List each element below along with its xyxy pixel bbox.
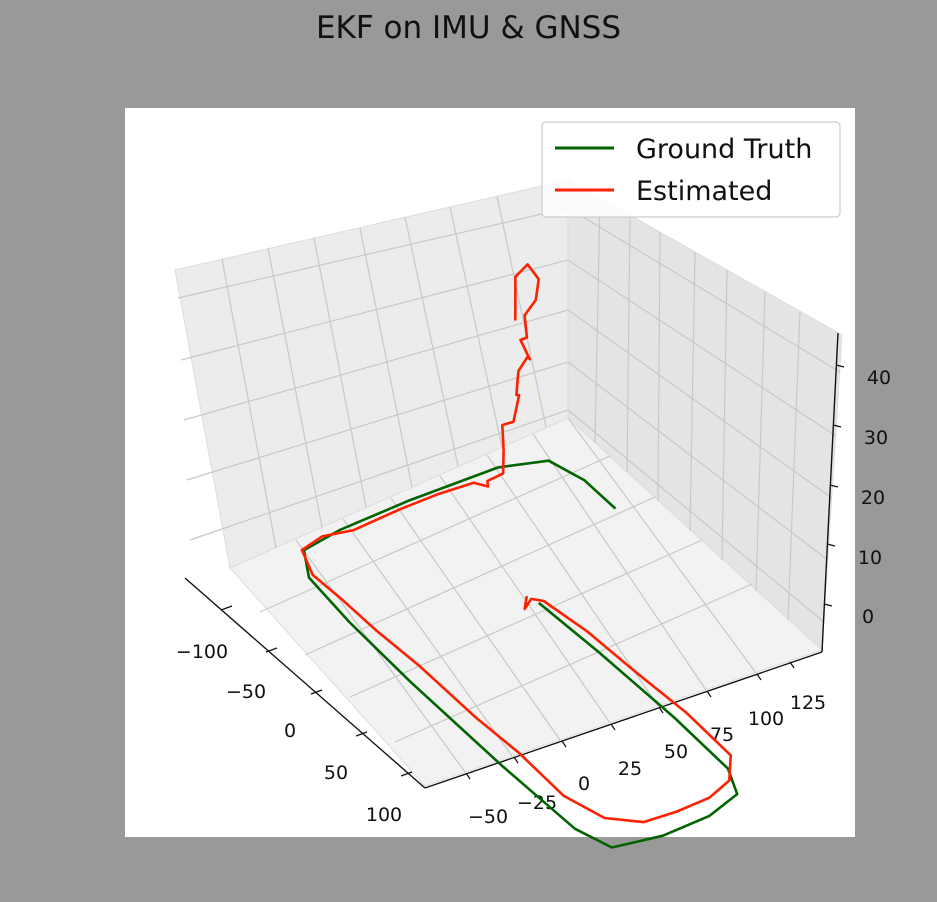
grid-right-x <box>787 311 801 621</box>
z-tick-label: 40 <box>867 367 891 389</box>
grid-left-y <box>404 216 459 467</box>
grid-right-x <box>689 251 696 532</box>
z-tick-label: 20 <box>861 487 885 509</box>
grid-left-y <box>267 247 323 528</box>
x-tick-label: −25 <box>517 792 557 814</box>
grid-right-z <box>567 259 837 437</box>
grid-floor-x <box>295 539 466 773</box>
x-tick-label: −50 <box>468 806 508 828</box>
y-tick-mark <box>400 771 413 777</box>
grid-left-y <box>449 206 503 448</box>
x-tick-label: 0 <box>578 773 590 795</box>
z-tick-mark <box>829 484 839 488</box>
series-layer <box>300 263 739 849</box>
x-tick-mark <box>610 723 616 731</box>
tick-labels: −100 −50 0 50 100 −50 −25 0 25 50 75 100… <box>176 367 891 828</box>
z-tick-label: 10 <box>858 547 882 569</box>
grid-right-x <box>657 231 661 502</box>
legend-label-ground-truth: Ground Truth <box>636 134 812 165</box>
legend-frame <box>541 121 841 218</box>
legend: Ground Truth Estimated <box>541 121 841 218</box>
gridlines <box>177 195 841 773</box>
x-tick-mark <box>706 690 712 698</box>
x-tick-label: 100 <box>748 708 784 730</box>
x-tick-label: 50 <box>664 741 688 763</box>
legend-label-estimated: Estimated <box>636 176 772 207</box>
grid-left-y <box>313 237 367 508</box>
grid-left-z <box>189 409 569 541</box>
series-line-estimated <box>300 263 733 824</box>
grid-floor-x <box>532 433 707 691</box>
tick-marks <box>220 364 845 780</box>
grid-right-x <box>755 291 766 592</box>
y-tick-mark <box>355 731 368 737</box>
grid-floor-x <box>342 518 513 757</box>
grid-right-z <box>567 361 829 561</box>
grid-right-z <box>567 207 841 373</box>
x-tick-mark <box>789 661 795 669</box>
y-axis-line <box>184 577 426 789</box>
y-tick-label: 100 <box>366 804 402 826</box>
grid-right-x <box>626 214 631 473</box>
grid-floor-x <box>486 454 659 707</box>
grid-left-y <box>496 195 547 428</box>
x-tick-mark <box>465 772 471 780</box>
z-axis-line <box>821 332 839 653</box>
grid-floor-y <box>349 539 703 698</box>
grid-right-x <box>721 269 728 561</box>
grid-left-z <box>186 361 569 481</box>
x-tick-mark <box>561 740 567 748</box>
z-tick-mark <box>826 543 836 547</box>
z-tick-mark <box>835 364 845 368</box>
grid-left-z <box>180 259 569 361</box>
y-tick-mark <box>220 605 233 611</box>
grid-right-z <box>567 409 825 623</box>
grid-left-y <box>359 227 413 488</box>
y-tick-label: −50 <box>226 681 266 703</box>
x-tick-label: 125 <box>790 692 826 714</box>
x-tick-mark <box>756 673 762 681</box>
z-tick-label: 0 <box>862 606 874 628</box>
y-tick-label: 50 <box>324 762 348 784</box>
axis-lines <box>184 332 839 789</box>
y-tick-mark <box>265 647 278 653</box>
y-tick-label: 0 <box>284 720 296 742</box>
grid-left-y <box>221 258 277 549</box>
x-axis-line <box>424 651 823 789</box>
x-tick-mark <box>513 756 519 764</box>
grid-left-z <box>183 309 569 421</box>
grid-floor-y <box>394 583 753 743</box>
grid-floor-y <box>304 496 656 656</box>
x-tick-mark <box>658 706 664 714</box>
z-tick-mark <box>823 603 833 607</box>
z-tick-label: 30 <box>864 427 888 449</box>
x-tick-label: 75 <box>710 724 734 746</box>
y-tick-label: −100 <box>176 641 228 663</box>
chart-title: EKF on IMU & GNSS <box>315 10 622 46</box>
y-tick-mark <box>310 689 323 695</box>
grid-floor-x <box>390 497 561 741</box>
z-tick-mark <box>832 424 842 428</box>
grid-right-z <box>567 309 833 499</box>
grid-right-x <box>594 197 601 444</box>
x-tick-label: 25 <box>618 758 642 780</box>
